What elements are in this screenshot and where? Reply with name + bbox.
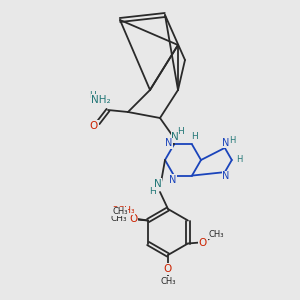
Text: H: H — [148, 187, 155, 196]
Text: CH₃: CH₃ — [112, 207, 128, 216]
Text: CH₃: CH₃ — [208, 230, 224, 239]
Text: O: O — [129, 214, 137, 224]
Text: N: N — [169, 175, 177, 184]
Text: N: N — [165, 138, 173, 148]
Text: O: O — [164, 264, 172, 274]
Text: N: N — [222, 171, 230, 181]
Text: O: O — [124, 214, 132, 224]
Text: H: H — [237, 155, 243, 164]
Text: CH₃: CH₃ — [111, 214, 128, 223]
Text: O: O — [90, 121, 98, 131]
Text: NH: NH — [93, 97, 109, 107]
Text: H: H — [230, 136, 236, 146]
Text: H: H — [177, 127, 183, 136]
Text: H: H — [192, 132, 198, 141]
Text: O: O — [199, 238, 207, 248]
Text: N: N — [171, 132, 179, 142]
Text: NH₂: NH₂ — [91, 95, 111, 105]
Text: N: N — [154, 179, 162, 189]
Text: OCH₃: OCH₃ — [111, 206, 135, 215]
Text: N: N — [222, 138, 230, 148]
Text: H: H — [88, 92, 95, 100]
Text: CH₃: CH₃ — [160, 277, 176, 286]
